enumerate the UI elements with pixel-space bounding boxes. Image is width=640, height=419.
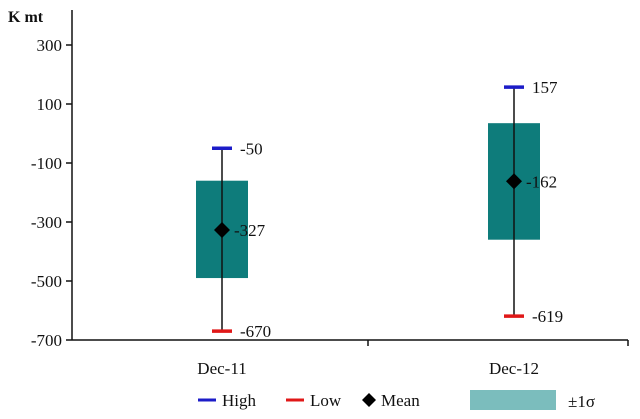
y-tick-label: 100: [37, 95, 63, 114]
x-labels: Dec-11 Dec-12: [197, 359, 539, 378]
low-value-label: -619: [532, 307, 563, 326]
mean-marker: [214, 221, 230, 238]
y-ticks: 300 100 -100 -300 -500 -700: [31, 36, 629, 350]
y-tick-label: -100: [31, 154, 62, 173]
mean-value-label: -162: [526, 172, 557, 191]
legend-high-label: High: [222, 391, 257, 410]
y-tick-label: 300: [37, 36, 63, 55]
high-value-label: 157: [532, 78, 558, 97]
high-value-label: -50: [240, 139, 263, 158]
mean-value-label: -327: [234, 221, 266, 240]
legend-sigma-label: ±1σ: [568, 392, 595, 411]
legend-mean-label: Mean: [381, 391, 420, 410]
legend-low-label: Low: [310, 391, 342, 410]
plot-area: -50 -327 -670 157 -162 -619: [196, 78, 563, 341]
mean-marker: [506, 173, 522, 190]
category-group-dec-11: -50 -327 -670: [196, 139, 271, 341]
y-unit-label: K mt: [8, 9, 44, 26]
y-tick-label: -300: [31, 213, 62, 232]
legend-mean-swatch: [362, 393, 376, 407]
legend: High Low Mean ±1σ: [198, 390, 595, 411]
x-category-label: Dec-12: [489, 359, 539, 378]
y-tick-label: -700: [31, 331, 62, 350]
x-category-label: Dec-11: [197, 359, 246, 378]
y-tick-label: -500: [31, 272, 62, 291]
category-group-dec-12: 157 -162 -619: [488, 78, 563, 326]
low-value-label: -670: [240, 322, 271, 341]
legend-sigma-swatch: [470, 390, 556, 410]
